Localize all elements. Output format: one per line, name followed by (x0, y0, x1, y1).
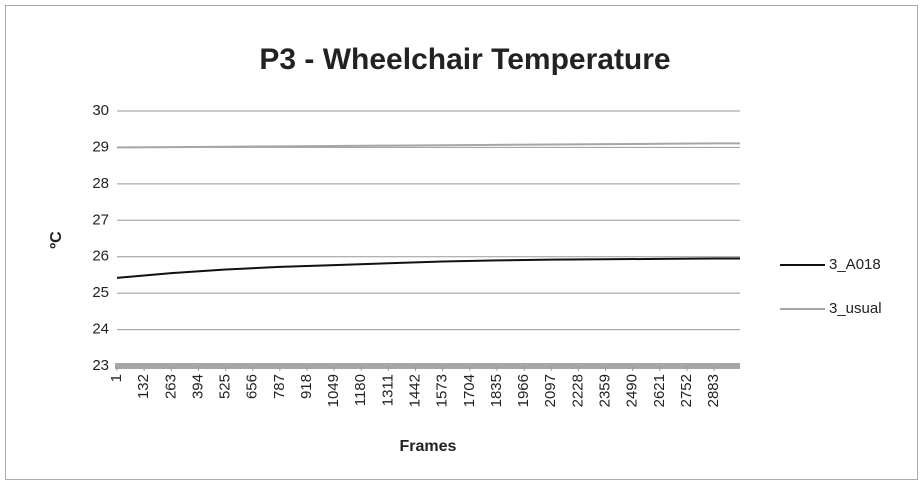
chart-border (5, 5, 918, 480)
series-line (116, 142, 740, 149)
x-tick-label: 394 (189, 374, 206, 399)
chart-title: P3 - Wheelchair Temperature (259, 43, 670, 76)
x-tick-label: 1704 (461, 374, 478, 407)
x-tick-label: 2752 (678, 374, 695, 407)
x-tick-label: 787 (271, 374, 288, 399)
x-tick-label: 2097 (542, 374, 559, 407)
x-tick-label: 2490 (624, 374, 641, 407)
x-tick-label: 1 (108, 374, 125, 382)
x-tick-label: 1442 (407, 374, 424, 407)
x-tick-label: 656 (244, 374, 261, 399)
x-tick-label: 2621 (651, 374, 668, 407)
x-tick-label: 132 (135, 374, 152, 399)
x-tick-label: 525 (217, 374, 234, 399)
x-tick-label: 1311 (379, 374, 396, 406)
x-tick-label: 263 (162, 374, 179, 399)
y-tick-label: 30 (92, 102, 109, 119)
y-tick-label: 26 (92, 248, 109, 265)
y-tick-label: 27 (92, 211, 109, 228)
y-tick-label: 28 (92, 175, 109, 192)
x-tick-label: 1835 (488, 374, 505, 407)
legend-label: 3_usual (829, 300, 882, 317)
y-tick-label: 25 (92, 284, 109, 301)
x-tick-label: 1573 (434, 374, 451, 407)
y-axis-label: ºC (48, 231, 65, 249)
x-tick-label: 918 (298, 374, 315, 399)
series-line (116, 257, 740, 279)
x-tick-label: 1966 (515, 374, 532, 407)
x-tick-label: 1049 (325, 374, 342, 407)
x-tick-label: 2359 (597, 374, 614, 407)
x-tick-label: 1180 (352, 374, 369, 406)
legend-label: 3_A018 (829, 256, 881, 273)
y-tick-label: 29 (92, 138, 109, 155)
y-tick-label: 23 (92, 357, 109, 374)
x-axis-label: Frames (400, 438, 457, 455)
y-tick-label: 24 (92, 321, 109, 338)
x-tick-label: 2228 (569, 374, 586, 407)
x-tick-label: 2883 (705, 374, 722, 407)
